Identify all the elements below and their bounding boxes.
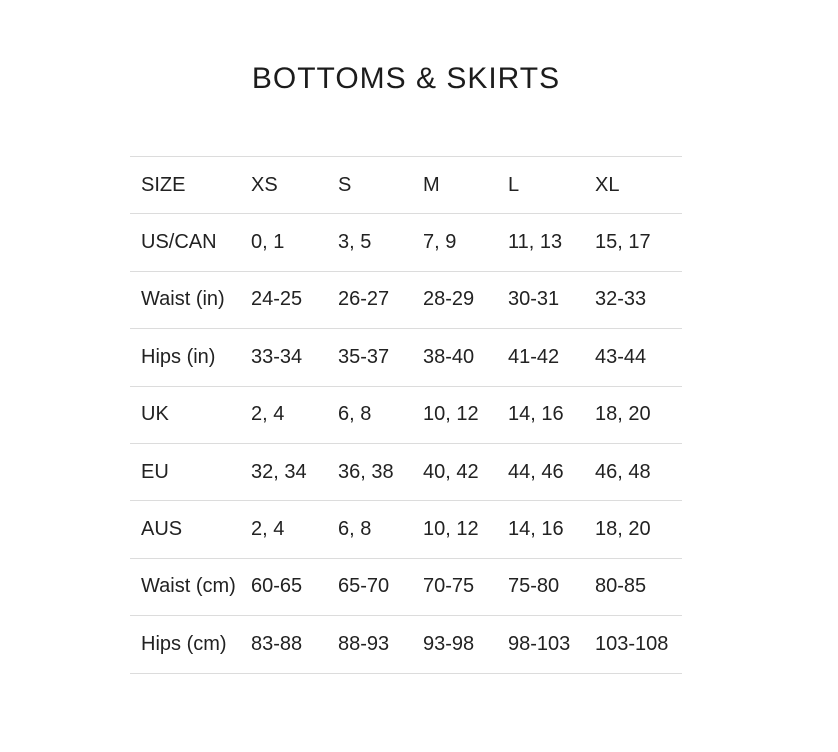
size-value-cell: 0, 1 [251, 231, 285, 254]
size-value-cell: 44, 46 [508, 460, 564, 483]
size-value-cell: 10, 12 [423, 403, 479, 426]
size-value-cell: 70-75 [423, 575, 475, 598]
size-value-cell: 11, 13 [508, 231, 563, 254]
column-header-xl: XL [595, 173, 620, 196]
table-row: Hips (in) 33-34 35-37 38-40 41-42 43-44 [130, 328, 682, 386]
size-value-cell: 18, 20 [595, 518, 651, 541]
size-value-cell: 32, 34 [251, 460, 307, 483]
size-value-cell: 28-29 [423, 288, 475, 311]
page-title: BOTTOMS & SKIRTS [251, 62, 561, 95]
column-header-l: L [508, 173, 520, 196]
size-value-cell: 10, 12 [423, 518, 479, 541]
size-value-cell: 38-40 [423, 345, 475, 368]
size-value-cell: 75-80 [508, 575, 560, 598]
size-value-cell: 14, 16 [508, 518, 564, 541]
size-value-cell: 46, 48 [595, 460, 651, 483]
size-value-cell: 36, 38 [338, 460, 394, 483]
size-value-cell: 18, 20 [595, 403, 651, 426]
size-value-cell: 43-44 [595, 345, 647, 368]
size-value-cell: 7, 9 [423, 231, 457, 254]
table-row: UK 2, 4 6, 8 10, 12 14, 16 18, 20 [130, 386, 682, 443]
size-value-cell: 98-103 [508, 632, 571, 655]
row-label: EU [141, 460, 169, 483]
size-value-cell: 32-33 [595, 288, 647, 311]
header-row: SIZE XS S M L XL [130, 156, 682, 214]
size-chart-table: SIZE XS S M L XL US/CAN 0, 1 3, 5 7, 9 1… [130, 156, 682, 674]
size-value-cell: 26-27 [338, 288, 390, 311]
row-label: AUS [141, 518, 183, 541]
size-value-cell: 2, 4 [251, 403, 285, 426]
table-row: Hips (cm) 83-88 88-93 93-98 98-103 103-1… [130, 615, 682, 673]
column-header-xs: XS [251, 173, 278, 196]
size-value-cell: 15, 17 [595, 231, 651, 254]
size-value-cell: 60-65 [251, 575, 303, 598]
table-row: EU 32, 34 36, 38 40, 42 44, 46 46, 48 [130, 443, 682, 500]
size-value-cell: 80-85 [595, 575, 647, 598]
table-row: US/CAN 0, 1 3, 5 7, 9 11, 13 15, 17 [130, 213, 682, 271]
size-value-cell: 33-34 [251, 345, 303, 368]
size-value-cell: 6, 8 [338, 518, 372, 541]
table-row: Waist (cm) 60-65 65-70 70-75 75-80 80-85 [130, 558, 682, 615]
size-value-cell: 65-70 [338, 575, 390, 598]
size-value-cell: 35-37 [338, 345, 390, 368]
row-label: Hips (cm) [141, 632, 227, 655]
size-value-cell: 24-25 [251, 288, 303, 311]
size-value-cell: 14, 16 [508, 403, 564, 426]
size-value-cell: 6, 8 [338, 403, 372, 426]
row-label: Waist (in) [141, 288, 225, 311]
column-header-m: M [423, 173, 440, 196]
size-value-cell: 83-88 [251, 632, 303, 655]
column-header-s: S [338, 173, 352, 196]
size-value-cell: 88-93 [338, 632, 390, 655]
size-value-cell: 40, 42 [423, 460, 479, 483]
row-label: UK [141, 403, 169, 426]
table-row: AUS 2, 4 6, 8 10, 12 14, 16 18, 20 [130, 500, 682, 558]
size-value-cell: 103-108 [595, 632, 669, 655]
row-label: US/CAN [141, 231, 217, 254]
size-value-cell: 2, 4 [251, 518, 285, 541]
row-label: Hips (in) [141, 345, 216, 368]
row-label: Waist (cm) [141, 575, 236, 598]
size-value-cell: 93-98 [423, 632, 475, 655]
size-value-cell: 41-42 [508, 345, 560, 368]
column-header-size: SIZE [141, 173, 186, 196]
table-row: Waist (in) 24-25 26-27 28-29 30-31 32-33 [130, 271, 682, 328]
size-value-cell: 30-31 [508, 288, 560, 311]
size-value-cell: 3, 5 [338, 231, 372, 254]
